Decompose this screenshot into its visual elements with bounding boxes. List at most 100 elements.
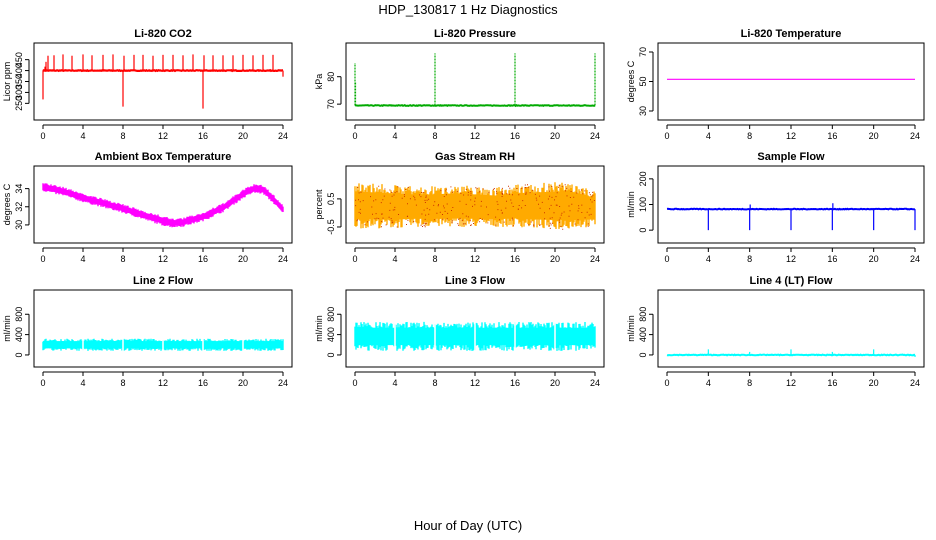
x-tick-label: 16	[827, 378, 837, 388]
x-tick-label: 0	[40, 378, 45, 388]
y-tick-label: 30	[14, 220, 24, 230]
x-tick-label: 16	[510, 131, 520, 141]
y-tick-label: 0	[14, 352, 24, 357]
y-tick-label: 400	[14, 327, 24, 342]
data-band-core	[43, 184, 283, 226]
x-tick-label: 20	[238, 254, 248, 264]
x-tick-label: 8	[747, 254, 752, 264]
y-tick-label: 800	[14, 307, 24, 322]
plot-frame	[657, 289, 925, 368]
panel-5: Gas Stream RH percent 0 4 8 12 16 20 24 -0.5 0.5	[314, 151, 605, 264]
panel-title: Line 4 (LT) Flow	[750, 275, 833, 287]
x-tick-label: 0	[664, 254, 669, 264]
x-tick-label: 0	[352, 254, 357, 264]
x-tick-label: 12	[158, 254, 168, 264]
panel-4: Ambient Box Temperature degrees C 0 4 8 12 16 2…	[2, 151, 293, 264]
y-tick-label: -0.5	[326, 219, 336, 235]
x-tick-label: 20	[550, 131, 560, 141]
x-tick-label: 8	[120, 378, 125, 388]
x-tick-label: 16	[510, 254, 520, 264]
x-tick-label: 0	[664, 378, 669, 388]
x-tick-label: 20	[550, 378, 560, 388]
x-tick-label: 20	[550, 254, 560, 264]
y-axis-label: ml/min	[626, 315, 636, 342]
panel-title: Sample Flow	[757, 151, 825, 163]
y-axis-label: Licor ppm	[2, 62, 12, 102]
x-tick-label: 0	[352, 378, 357, 388]
panel-title: Ambient Box Temperature	[95, 151, 232, 163]
x-tick-label: 12	[470, 254, 480, 264]
y-tick-label: 800	[638, 307, 648, 322]
x-tick-label: 24	[278, 254, 288, 264]
panel-title: Gas Stream RH	[435, 151, 515, 163]
x-tick-label: 24	[278, 378, 288, 388]
x-tick-label: 24	[278, 131, 288, 141]
x-tick-label: 12	[786, 378, 796, 388]
x-tick-label: 16	[510, 378, 520, 388]
x-tick-label: 20	[869, 254, 879, 264]
x-tick-label: 4	[392, 131, 397, 141]
plot-frame	[345, 42, 605, 121]
panel-title: Line 2 Flow	[133, 275, 193, 287]
x-tick-label: 4	[706, 131, 711, 141]
x-tick-label: 24	[590, 131, 600, 141]
plot-frame	[345, 289, 605, 368]
y-tick-label: 300	[14, 85, 24, 100]
y-axis-label: degrees C	[2, 183, 12, 225]
x-tick-label: 0	[664, 131, 669, 141]
x-tick-label: 20	[238, 378, 248, 388]
x-tick-label: 16	[198, 254, 208, 264]
plot-frame	[33, 42, 293, 121]
y-tick-label: 450	[14, 52, 24, 67]
panel-title: Li-820 Temperature	[741, 28, 842, 40]
x-tick-label: 24	[590, 378, 600, 388]
x-tick-label: 8	[432, 378, 437, 388]
x-tick-label: 24	[590, 254, 600, 264]
x-tick-label: 24	[910, 254, 920, 264]
x-tick-label: 16	[827, 254, 837, 264]
plot-frame	[657, 42, 925, 121]
y-tick-label: 70	[326, 99, 336, 109]
x-tick-label: 4	[392, 254, 397, 264]
x-tick-label: 24	[910, 131, 920, 141]
y-axis-label: ml/min	[2, 315, 12, 342]
x-tick-label: 16	[827, 131, 837, 141]
y-tick-label: 70	[638, 47, 648, 57]
x-tick-label: 0	[40, 131, 45, 141]
x-tick-label: 20	[869, 131, 879, 141]
x-tick-label: 24	[910, 378, 920, 388]
data-band-core	[355, 191, 595, 221]
x-tick-label: 8	[432, 131, 437, 141]
y-axis-label: degrees C	[626, 60, 636, 102]
y-tick-label: 100	[638, 197, 648, 212]
data-line	[354, 104, 596, 108]
x-tick-label: 12	[470, 378, 480, 388]
x-tick-label: 0	[352, 131, 357, 141]
y-tick-label: 400	[326, 327, 336, 342]
x-tick-label: 12	[786, 131, 796, 141]
x-tick-label: 8	[432, 254, 437, 264]
plot-frame	[657, 165, 925, 244]
panel-title: Line 3 Flow	[445, 275, 505, 287]
panel-9: Line 4 (LT) Flow ml/min 0 4 8 12 16 20 24 0 400 800	[626, 275, 925, 388]
y-tick-label: 32	[14, 202, 24, 212]
y-tick-label: 400	[638, 327, 648, 342]
x-tick-label: 20	[238, 131, 248, 141]
y-tick-label: 0	[326, 352, 336, 357]
y-axis-label: percent	[314, 189, 324, 220]
panel-8: Line 3 Flow ml/min 0 4 8 12 16 20 24 0 400 800	[314, 275, 605, 388]
y-tick-label: 400	[14, 63, 24, 78]
plot-frame	[33, 165, 293, 244]
x-tick-label: 8	[747, 131, 752, 141]
x-tick-label: 4	[80, 131, 85, 141]
panel-title: Li-820 Pressure	[434, 28, 516, 40]
panel-3: Li-820 Temperature degrees C 0 4 8 12 16 20 24 30…	[626, 28, 925, 141]
data-points	[355, 184, 595, 230]
x-tick-label: 16	[198, 131, 208, 141]
plot-frame	[345, 165, 605, 244]
x-tick-label: 12	[786, 254, 796, 264]
x-tick-label: 16	[198, 378, 208, 388]
y-tick-label: 0	[638, 352, 648, 357]
